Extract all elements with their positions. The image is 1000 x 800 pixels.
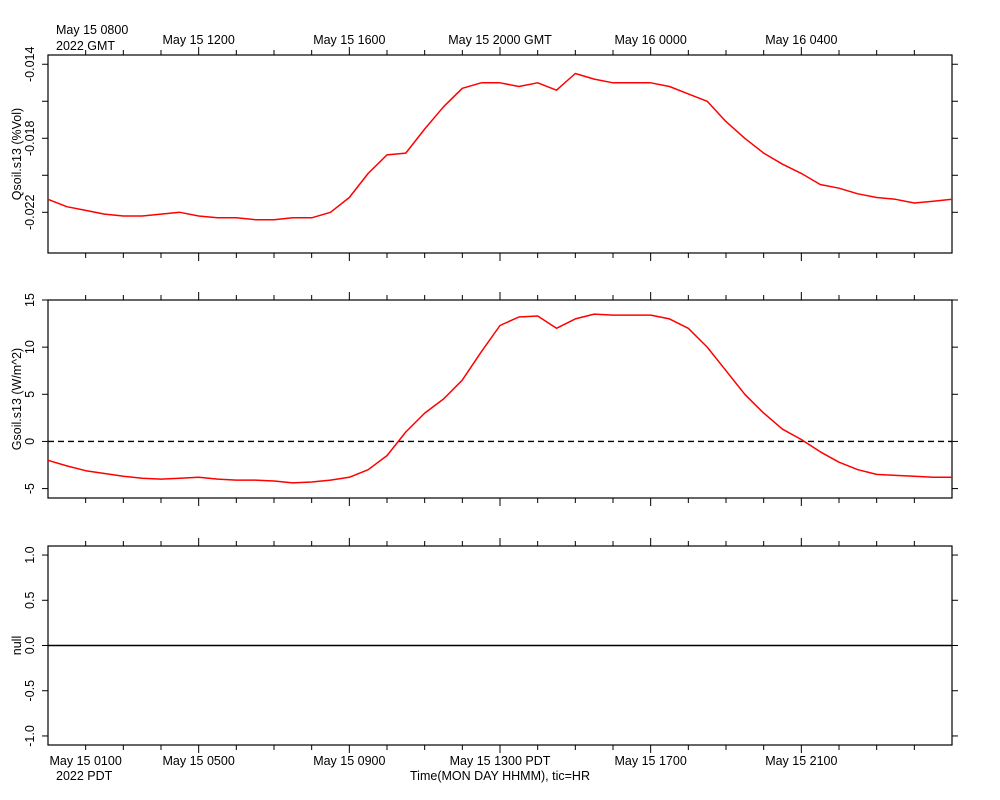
pdt-year-label: 2022 PDT	[56, 769, 113, 783]
panel-soil-heat-flux: -5 0 5 10 15 Gsoil.s13 (W/m^2)	[10, 292, 958, 506]
y-tick-label: 15	[23, 293, 37, 307]
y-tick-label: -0.014	[23, 46, 37, 81]
y-tick-label: -0.5	[23, 680, 37, 702]
bottom-tick-label: May 15 2100	[765, 754, 837, 768]
y-tick-label: 10	[23, 340, 37, 354]
gmt-year-label: 2022 GMT	[56, 39, 115, 53]
bottom-tick-label: May 15 0900	[313, 754, 385, 768]
y-tick-label: 5	[23, 391, 37, 398]
y-tick-label: 0.5	[23, 592, 37, 609]
y-tick-label: -5	[23, 483, 37, 494]
y-tick-label: -0.022	[23, 195, 37, 230]
bottom-tick-label: May 15 0500	[163, 754, 235, 768]
top-tick-label: May 15 1200	[163, 33, 235, 47]
x-axis-label: Time(MON DAY HHMM), tic=HR	[410, 769, 590, 783]
bottom-tick-label: May 15 1700	[615, 754, 687, 768]
top-tick-label: May 15 2000 GMT	[448, 33, 552, 47]
plot-frame	[47, 54, 953, 254]
y-tick-label: -0.018	[23, 121, 37, 156]
bottom-tick-label: May 15 0100	[50, 754, 122, 768]
y-tick-label: 1.0	[23, 546, 37, 563]
top-tick-label: May 16 0400	[765, 33, 837, 47]
panel-null: -1.0 -0.5 0.0 0.5 1.0 null May 15 0100 May 15 0…	[10, 538, 958, 768]
top-tick-label: May 15 1600	[313, 33, 385, 47]
y-tick-label: 0.0	[23, 637, 37, 654]
bottom-tick-label: May 15 1300 PDT	[450, 754, 551, 768]
data-series-line	[47, 313, 952, 484]
top-tick-label: May 16 0000	[615, 33, 687, 47]
plot-frame	[47, 299, 953, 499]
y-tick-label: 0	[23, 438, 37, 445]
panel-soil-moisture: -0.022 -0.018 -0.014 Qsoil.s13 (%Vol) May 15…	[10, 33, 958, 261]
y-axis-label: Gsoil.s13 (W/m^2)	[10, 348, 24, 450]
data-series-line	[47, 72, 953, 221]
y-axis-label: null	[10, 636, 24, 655]
y-axis-label: Qsoil.s13 (%Vol)	[10, 108, 24, 200]
y-tick-label: -1.0	[23, 725, 37, 747]
gmt-first-tick-label: May 15 0800	[56, 23, 128, 37]
